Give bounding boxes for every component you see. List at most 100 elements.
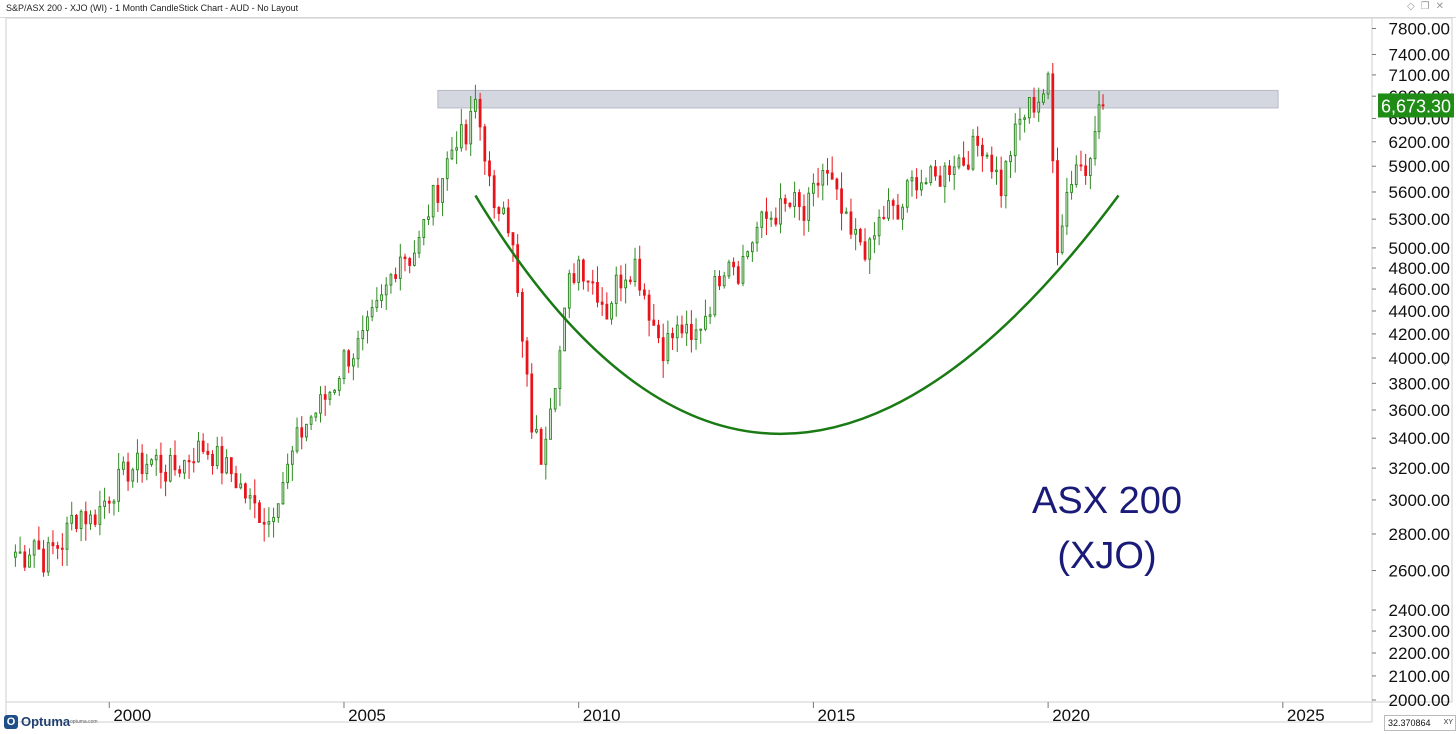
candle[interactable]: [905, 178, 909, 213]
candle[interactable]: [699, 328, 703, 344]
candle[interactable]: [272, 507, 275, 538]
candle[interactable]: [478, 92, 482, 141]
candle[interactable]: [286, 453, 290, 489]
time-axis-panel[interactable]: [5, 701, 1373, 723]
price-axis-panel[interactable]: [1371, 17, 1453, 703]
candle[interactable]: [774, 207, 778, 227]
candle[interactable]: [981, 137, 984, 172]
candle[interactable]: [347, 349, 351, 374]
candle[interactable]: [427, 204, 430, 226]
candle[interactable]: [168, 447, 172, 483]
candle[interactable]: [356, 330, 360, 368]
candle[interactable]: [793, 181, 796, 218]
candle[interactable]: [28, 548, 31, 568]
candle[interactable]: [943, 162, 947, 203]
candle[interactable]: [375, 287, 379, 312]
candle[interactable]: [150, 458, 153, 467]
candle[interactable]: [126, 452, 130, 491]
candle[interactable]: [79, 509, 83, 542]
candle[interactable]: [572, 263, 576, 285]
candle[interactable]: [42, 539, 45, 577]
candle[interactable]: [835, 177, 839, 201]
candle[interactable]: [1009, 150, 1012, 178]
candle[interactable]: [206, 443, 210, 460]
candle[interactable]: [220, 436, 224, 485]
candle[interactable]: [891, 198, 895, 220]
candle[interactable]: [497, 205, 501, 222]
candle[interactable]: [1097, 90, 1101, 139]
candle[interactable]: [431, 184, 435, 226]
candle[interactable]: [915, 168, 919, 199]
candle[interactable]: [84, 501, 88, 541]
candle[interactable]: [868, 237, 872, 275]
candle[interactable]: [1060, 214, 1064, 255]
candle[interactable]: [70, 501, 74, 531]
candle[interactable]: [65, 516, 69, 566]
candle[interactable]: [164, 464, 167, 497]
candle[interactable]: [258, 500, 261, 523]
candle[interactable]: [910, 170, 914, 197]
candle[interactable]: [600, 287, 604, 316]
candle[interactable]: [802, 194, 806, 236]
candle[interactable]: [253, 479, 257, 519]
candle[interactable]: [765, 197, 768, 236]
candle[interactable]: [469, 95, 473, 156]
candle[interactable]: [309, 414, 313, 430]
candle[interactable]: [952, 155, 956, 190]
candle[interactable]: [722, 271, 726, 289]
candle[interactable]: [450, 137, 454, 161]
candle[interactable]: [366, 310, 369, 344]
candle[interactable]: [633, 247, 637, 287]
candle[interactable]: [23, 545, 27, 571]
candle[interactable]: [121, 456, 125, 476]
candle[interactable]: [727, 259, 731, 279]
candle[interactable]: [675, 315, 679, 352]
candle[interactable]: [93, 509, 97, 528]
candle[interactable]: [577, 255, 581, 291]
candle[interactable]: [929, 164, 933, 186]
candle[interactable]: [553, 388, 557, 413]
candle[interactable]: [262, 508, 266, 542]
candle[interactable]: [1018, 107, 1022, 141]
candle[interactable]: [178, 465, 182, 478]
candle[interactable]: [741, 244, 745, 287]
pin-icon[interactable]: ◇: [1406, 1, 1421, 12]
candle[interactable]: [948, 159, 951, 182]
candle[interactable]: [89, 510, 92, 530]
candle[interactable]: [535, 415, 538, 434]
candle[interactable]: [1074, 155, 1078, 188]
candle[interactable]: [417, 230, 421, 259]
candle[interactable]: [689, 310, 693, 353]
candle[interactable]: [732, 257, 735, 276]
candle[interactable]: [60, 533, 64, 566]
candle[interactable]: [783, 194, 787, 212]
candle[interactable]: [337, 375, 341, 397]
candle[interactable]: [131, 467, 135, 488]
plot-area[interactable]: [5, 17, 1373, 703]
candle[interactable]: [1088, 156, 1092, 190]
candle[interactable]: [389, 272, 393, 294]
candle[interactable]: [1037, 87, 1041, 122]
candle[interactable]: [919, 169, 923, 196]
candle[interactable]: [305, 423, 308, 442]
candle[interactable]: [319, 386, 322, 423]
candle[interactable]: [394, 267, 397, 283]
candle[interactable]: [474, 84, 477, 119]
candle[interactable]: [290, 445, 294, 481]
candle[interactable]: [858, 227, 862, 246]
candle[interactable]: [666, 320, 670, 365]
candle[interactable]: [182, 459, 186, 480]
candle[interactable]: [1013, 113, 1017, 173]
candle[interactable]: [746, 250, 750, 260]
candle[interactable]: [962, 141, 965, 167]
candle[interactable]: [225, 449, 229, 475]
candle[interactable]: [1023, 114, 1027, 133]
candle[interactable]: [413, 240, 416, 267]
candle[interactable]: [779, 183, 782, 234]
candle[interactable]: [887, 188, 890, 222]
candle[interactable]: [1065, 177, 1069, 235]
candle[interactable]: [713, 270, 717, 318]
candle[interactable]: [826, 158, 829, 186]
candle[interactable]: [215, 436, 219, 470]
candle[interactable]: [1084, 153, 1088, 185]
